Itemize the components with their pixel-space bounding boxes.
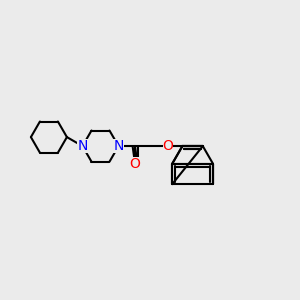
Text: O: O — [130, 157, 140, 170]
Text: N: N — [77, 139, 88, 153]
Text: N: N — [113, 139, 124, 153]
Text: O: O — [163, 139, 173, 153]
